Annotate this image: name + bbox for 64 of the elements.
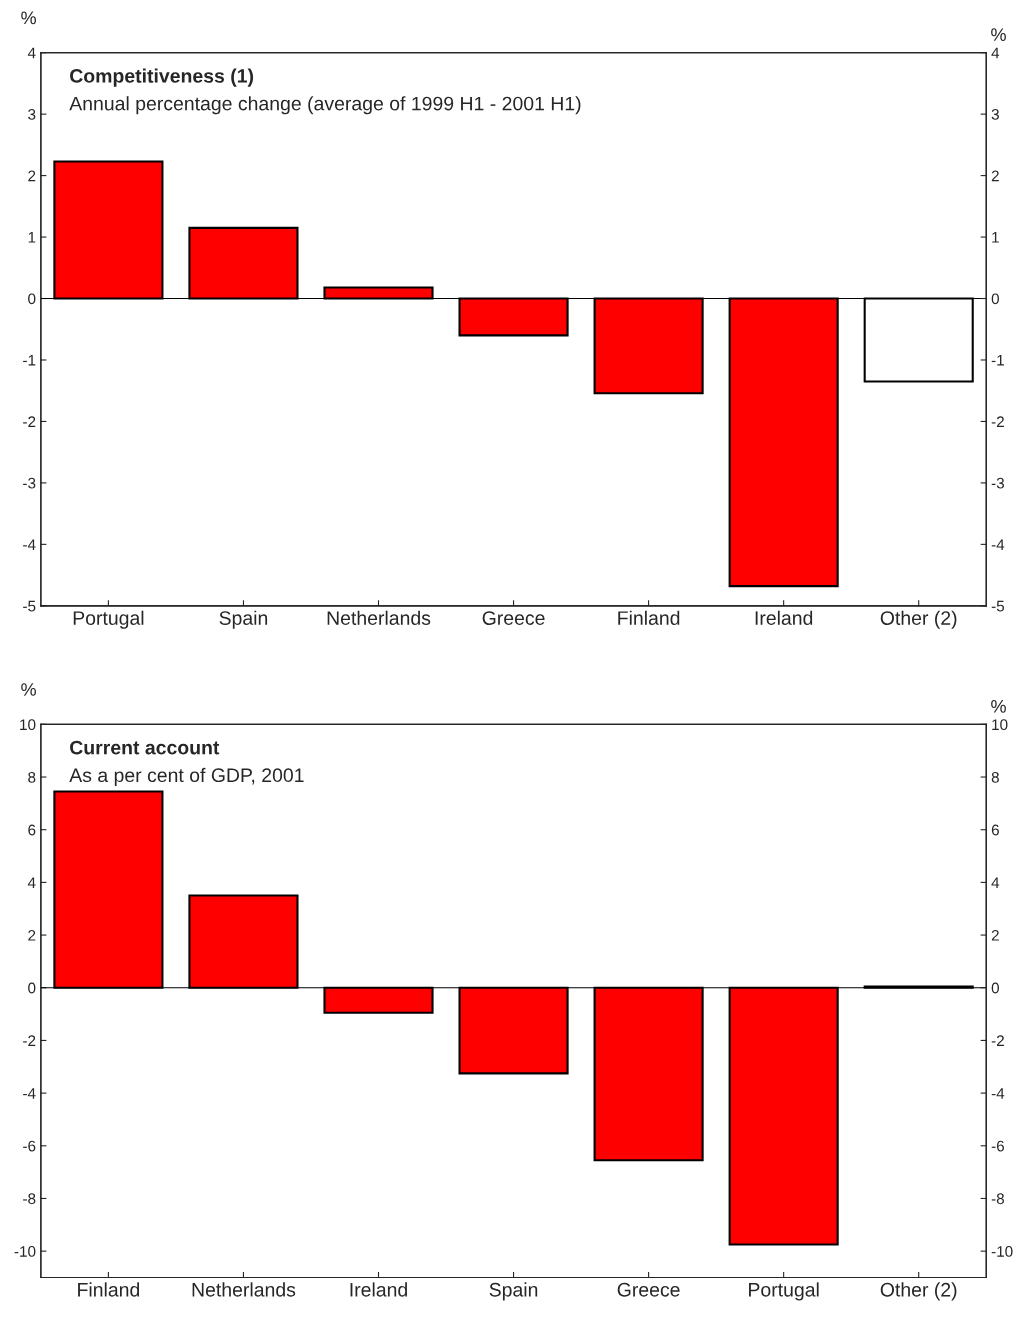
- y-tick-label: 2: [28, 170, 36, 182]
- x-tick-label: Netherlands: [327, 610, 431, 625]
- y2-tick-label: -4: [991, 1088, 1005, 1099]
- x-tick-label: Spain: [219, 610, 268, 629]
- x-tick-label: Ireland: [755, 610, 813, 625]
- y2-tick-label: 1: [992, 232, 999, 243]
- y-tick-label: -6: [23, 1140, 36, 1152]
- y2-tick-label: -6: [991, 1140, 1004, 1152]
- y-tick-label: -1: [23, 355, 36, 366]
- text: Current account: [70, 740, 220, 755]
- y2-tick-label: 10: [992, 719, 1008, 731]
- text: Annual percentage change (average of 1999 H1 - 2001 H1): [69, 96, 581, 115]
- x-tick-label: Greece: [617, 1282, 680, 1297]
- x-tick-label: Other (2): [880, 1282, 957, 1301]
- y-tick-label: 3: [28, 109, 36, 120]
- y-axis-title: %: [21, 11, 36, 25]
- y-tick-label: 4: [27, 877, 36, 888]
- y2-tick-label: 0: [991, 293, 999, 305]
- y2-tick-label: 3: [991, 109, 999, 120]
- y2-tick-label: -10: [991, 1246, 1013, 1257]
- y-tick-label: 0: [28, 293, 36, 305]
- text: As a per cent of GDP, 2001: [69, 767, 304, 786]
- y-tick-label: -2: [23, 416, 36, 427]
- y2-tick-label: -8: [991, 1193, 1005, 1205]
- y-tick-label: -5: [23, 600, 36, 612]
- x-tick-label: Ireland: [350, 1282, 407, 1297]
- y2-tick-label: 8: [991, 771, 999, 783]
- y-tick-label: -3: [23, 477, 36, 489]
- y-tick-label: -4: [23, 1088, 36, 1099]
- y-tick-label: 6: [28, 824, 36, 836]
- y-tick-label: -2: [23, 1035, 36, 1046]
- y-tick-label: 10: [20, 719, 36, 731]
- y2-tick-label: -4: [991, 539, 1005, 550]
- text: Competitiveness (1): [70, 68, 254, 87]
- y-axis-title: %: [21, 683, 36, 696]
- y2-tick-label: -2: [991, 416, 1004, 427]
- y2-tick-label: -1: [991, 355, 1004, 366]
- y2-tick-label: 2: [991, 929, 999, 941]
- y-tick-label: -8: [23, 1193, 36, 1205]
- y2-tick-label: -5: [991, 600, 1005, 612]
- x-tick-label: Other (2): [880, 610, 957, 629]
- y-tick-label: 2: [28, 929, 36, 941]
- x-tick-label: Spain: [489, 1282, 538, 1301]
- y2-tick-label: 4: [991, 877, 1000, 888]
- x-tick-label: Finland: [618, 610, 680, 625]
- x-tick-label: Portugal: [73, 610, 144, 629]
- y-tick-label: 1: [28, 232, 36, 243]
- x-tick-label: Netherlands: [192, 1282, 296, 1297]
- y2-axis-title: %: [991, 28, 1006, 41]
- x-tick-label: Finland: [78, 1282, 140, 1297]
- x-tick-label: Greece: [482, 611, 545, 625]
- y2-tick-label: 2: [991, 170, 999, 182]
- y-tick-label: 4: [27, 47, 36, 59]
- x-tick-label: Portugal: [749, 1282, 819, 1301]
- y2-tick-label: -3: [991, 477, 1004, 489]
- y-tick-label: -4: [23, 539, 36, 550]
- y-tick-label: 8: [28, 771, 36, 783]
- y2-tick-label: 4: [991, 47, 1000, 59]
- y2-axis-title: %: [991, 700, 1006, 713]
- y-tick-label: 0: [28, 982, 36, 994]
- y2-tick-label: -2: [991, 1035, 1004, 1046]
- y2-tick-label: 6: [991, 824, 999, 836]
- y-tick-label: -10: [14, 1246, 36, 1257]
- y2-tick-label: 0: [991, 982, 999, 994]
